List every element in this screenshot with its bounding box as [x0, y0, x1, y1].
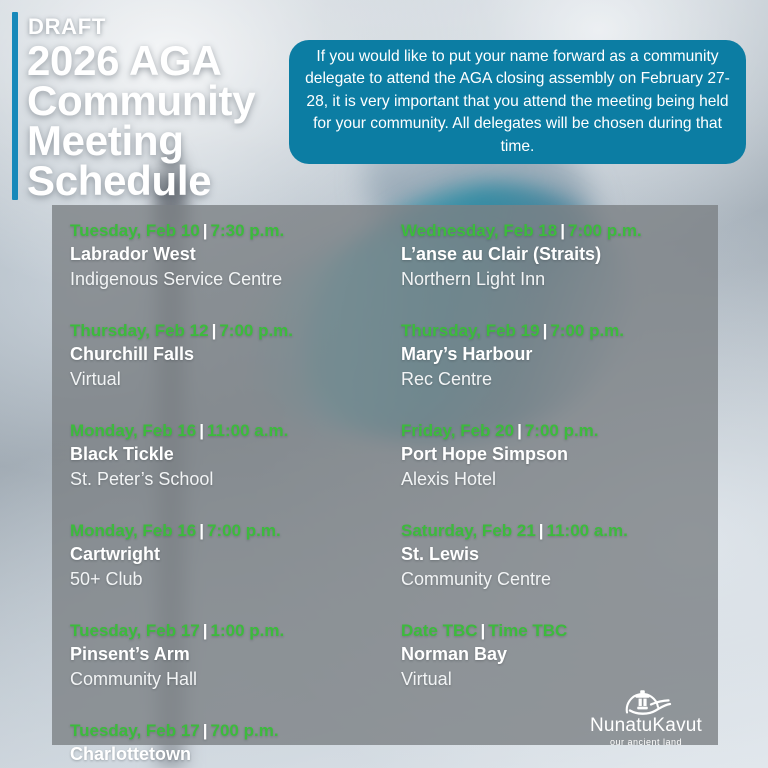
meeting-time: 1:00 p.m. [210, 621, 285, 640]
meeting-datetime: Tuesday, Feb 17 | 700 p.m. [70, 719, 385, 742]
meeting-entry: Saturday, Feb 21 | 11:00 a.m. St. Lewis Comm… [401, 519, 718, 592]
datetime-separator: | [202, 221, 208, 240]
meeting-datetime: Tuesday, Feb 10 | 7:30 p.m. [70, 219, 385, 242]
delegate-callout-text: If you would like to put your name forwa… [305, 47, 730, 155]
meeting-date: Thursday, Feb 19 [401, 321, 540, 340]
meeting-time: 7:00 p.m. [524, 421, 599, 440]
meeting-entry: Tuesday, Feb 17 | 1:00 p.m. Pinsent’s Arm Co… [70, 619, 385, 692]
meeting-entry: Friday, Feb 20 | 7:00 p.m. Port Hope Simpso… [401, 419, 718, 492]
datetime-separator: | [538, 521, 544, 540]
meeting-date: Friday, Feb 20 [401, 421, 515, 440]
datetime-separator: | [211, 321, 217, 340]
meeting-community: L’anse au Clair (Straits) [401, 244, 602, 264]
datetime-separator: | [542, 321, 548, 340]
datetime-separator: | [199, 421, 205, 440]
datetime-separator: | [199, 521, 205, 540]
meeting-date: Monday, Feb 16 [70, 521, 197, 540]
meeting-venue: Alexis Hotel [401, 469, 497, 489]
meeting-entry: Monday, Feb 16 | 7:00 p.m. Cartwright 50+ Cl… [70, 519, 385, 592]
meeting-community: Labrador West [70, 244, 196, 264]
meeting-entry: Thursday, Feb 12 | 7:00 p.m. Churchill Fall… [70, 319, 385, 392]
meeting-datetime: Friday, Feb 20 | 7:00 p.m. [401, 419, 718, 442]
meeting-time: Time TBC [488, 621, 568, 640]
meeting-time: 7:00 p.m. [207, 521, 281, 540]
meeting-community: Port Hope Simpson [401, 444, 569, 464]
meeting-community: Mary’s Harbour [401, 344, 533, 364]
meeting-date: Tuesday, Feb 17 [70, 621, 200, 640]
meeting-community: Cartwright [70, 544, 160, 564]
meeting-time: 7:00 p.m. [567, 221, 642, 240]
meeting-date: Saturday, Feb 21 [401, 521, 536, 540]
meeting-datetime: Saturday, Feb 21 | 11:00 a.m. [401, 519, 718, 542]
meeting-venue: 50+ Club [70, 569, 143, 589]
meeting-entry: Monday, Feb 16 | 11:00 a.m. Black Tickle St.… [70, 419, 385, 492]
meeting-community: St. Lewis [401, 544, 480, 564]
meeting-community: Charlottetown [70, 744, 191, 764]
meeting-entry: Thursday, Feb 19 | 7:00 p.m. Mary’s Harbour… [401, 319, 718, 392]
meeting-venue: Community Hall [70, 669, 198, 689]
title-accent-bar [12, 12, 18, 200]
meeting-venue: Northern Light Inn [401, 269, 546, 289]
meeting-community: Norman Bay [401, 644, 508, 664]
meeting-datetime: Monday, Feb 16 | 7:00 p.m. [70, 519, 385, 542]
inukshuk-icon [625, 690, 672, 715]
meeting-entry: Tuesday, Feb 17|700 p.m.CharlottetownRec… [70, 719, 385, 768]
meeting-time: 11:00 a.m. [207, 421, 289, 440]
meeting-date: Wednesday, Feb 18 [401, 221, 558, 240]
meeting-date: Monday, Feb 16 [70, 421, 197, 440]
logo-wordmark: NunatuKavut [589, 715, 703, 736]
meeting-entry: Tuesday, Feb 10 | 7:30 p.m. Labrador West In… [70, 219, 385, 292]
meeting-entry: Date TBC | Time TBC Norman Bay Virtual [401, 619, 718, 692]
page-title: 2026 AGA Community Meeting Schedule [27, 37, 256, 204]
datetime-separator: | [560, 221, 565, 240]
nunatukavut-logo: NunatuKavut our ancient land [580, 683, 712, 747]
meeting-time: 11:00 a.m. [546, 521, 628, 540]
meeting-date: Tuesday, Feb 17 [70, 721, 200, 740]
meeting-datetime: Tuesday, Feb 17 | 1:00 p.m. [70, 619, 385, 642]
meeting-venue: Indigenous Service Centre [70, 269, 283, 289]
schedule-column-right: Wednesday, Feb 18 | 7:00 p.m. L’anse au Cla… [385, 219, 718, 745]
datetime-separator: | [202, 721, 208, 740]
meeting-datetime: Date TBC | Time TBC [401, 619, 718, 642]
meeting-venue: Virtual [401, 669, 452, 689]
draft-label: DRAFT [28, 14, 107, 39]
meeting-community: Black Tickle [70, 444, 174, 464]
delegate-callout-box: If you would like to put your name forwa… [289, 40, 746, 164]
datetime-separator: | [517, 421, 522, 440]
meeting-venue: Virtual [70, 369, 121, 389]
meeting-datetime: Wednesday, Feb 18 | 7:00 p.m. [401, 219, 718, 242]
meeting-datetime: Thursday, Feb 12 | 7:00 p.m. [70, 319, 385, 342]
datetime-separator: | [480, 621, 486, 640]
meeting-venue: St. Peter’s School [70, 469, 214, 489]
meeting-time: 7:00 p.m. [219, 321, 294, 340]
meeting-datetime: Thursday, Feb 19 | 7:00 p.m. [401, 319, 718, 342]
meeting-entry: Wednesday, Feb 18 | 7:00 p.m. L’anse au Cla… [401, 219, 718, 292]
schedule-panel: Tuesday, Feb 10 | 7:30 p.m. Labrador West In… [52, 205, 718, 764]
meeting-community: Pinsent’s Arm [70, 644, 190, 664]
meeting-community: Churchill Falls [70, 344, 195, 364]
meeting-time: 7:30 p.m. [210, 221, 285, 240]
meeting-time: 7:00 p.m. [550, 321, 625, 340]
meeting-datetime: Monday, Feb 16 | 11:00 a.m. [70, 419, 385, 442]
meeting-time: 700 p.m. [210, 721, 279, 740]
meeting-date: Thursday, Feb 12 [70, 321, 209, 340]
meeting-date: Tuesday, Feb 10 [70, 221, 200, 240]
schedule-column-left: Tuesday, Feb 10 | 7:30 p.m. Labrador West In… [52, 219, 385, 764]
datetime-separator: | [202, 621, 208, 640]
meeting-venue: Community Centre [401, 569, 552, 589]
meeting-venue: Rec Centre [401, 369, 493, 389]
logo-tagline: our ancient land [609, 737, 683, 747]
meeting-date: Date TBC [401, 621, 478, 640]
